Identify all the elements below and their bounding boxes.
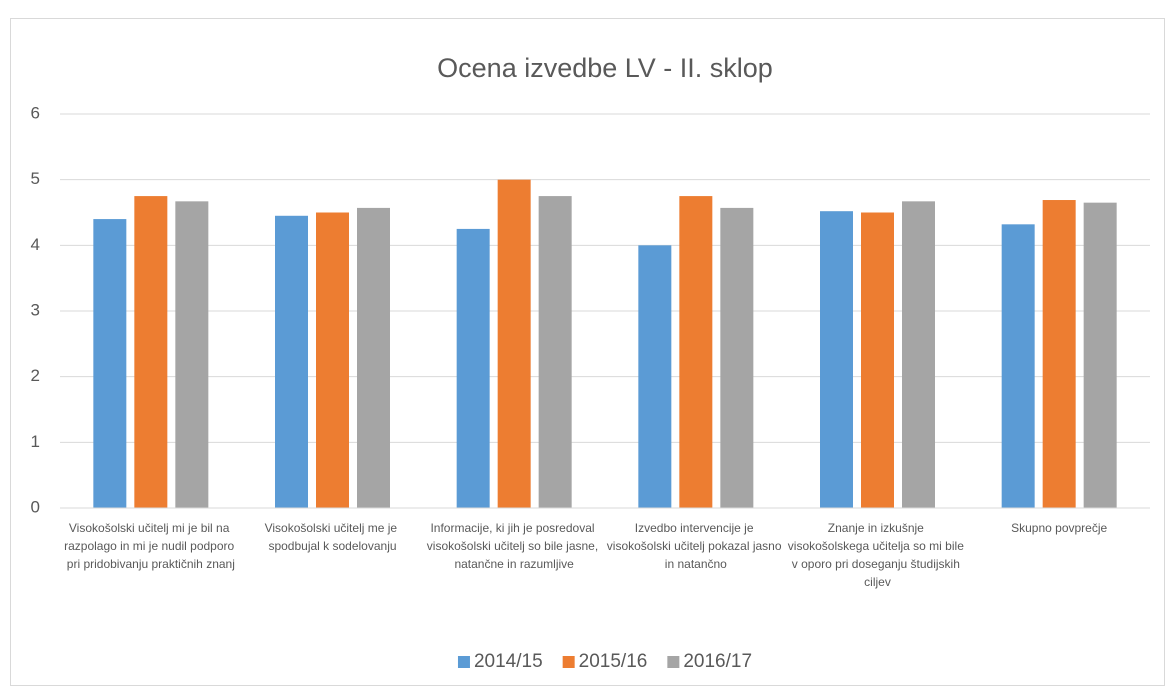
x-tick-label: Izvedbo intervencije je visokošolski uči… — [607, 521, 785, 571]
bar — [679, 196, 713, 509]
legend-label: 2014/15 — [474, 651, 543, 672]
chart-title: Ocena izvedbe LV - II. sklop — [437, 53, 773, 83]
y-tick-label: 1 — [31, 432, 40, 451]
bar — [1083, 202, 1117, 508]
bar — [93, 219, 127, 509]
bar — [1042, 200, 1076, 509]
y-tick-label: 4 — [31, 235, 40, 254]
bar — [1001, 224, 1035, 508]
legend-label: 2015/16 — [579, 651, 648, 672]
bar — [720, 207, 754, 509]
bar — [456, 228, 490, 508]
bar — [175, 201, 209, 508]
y-tick-label: 6 — [31, 103, 40, 122]
legend-swatch — [457, 656, 470, 668]
bar — [538, 196, 572, 509]
x-tick-label: Znanje in izkušnje visokošolskega učitel… — [788, 521, 967, 589]
x-tick-label: Skupno povprečje — [1011, 521, 1107, 535]
y-tick-label: 2 — [31, 366, 40, 385]
bar — [497, 179, 531, 508]
legend-swatch — [667, 656, 680, 668]
legend-item: 2014/15 — [457, 651, 543, 672]
bar — [316, 212, 349, 508]
x-tick-label: Visokošolski učitelj me je spodbujal k s… — [265, 521, 401, 553]
bar — [134, 196, 168, 509]
y-tick-label: 5 — [31, 169, 40, 188]
bar — [820, 211, 853, 509]
bar — [638, 245, 672, 509]
x-tick-label: Informacije, ki jih je posredoval visoko… — [427, 521, 602, 571]
bar — [861, 212, 894, 508]
legend-label: 2016/17 — [683, 651, 752, 672]
y-tick-label: 0 — [31, 497, 40, 516]
legend-item: 2015/16 — [562, 651, 648, 672]
y-tick-label: 3 — [31, 300, 40, 319]
legend-swatch — [562, 656, 575, 668]
legend-item: 2016/17 — [667, 651, 752, 672]
bar — [357, 207, 390, 509]
bar — [902, 201, 935, 508]
x-tick-label: Visokošolski učitelj mi je bil na razpol… — [64, 521, 237, 571]
bar — [275, 215, 308, 509]
